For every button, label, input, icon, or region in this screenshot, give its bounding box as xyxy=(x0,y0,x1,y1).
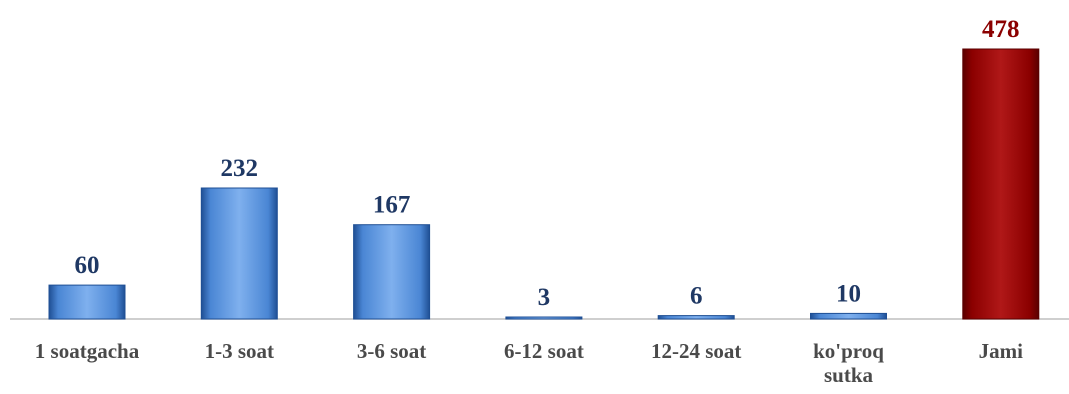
value-label-4: 6 xyxy=(690,283,703,310)
bar-2 xyxy=(353,224,431,320)
bars-group xyxy=(48,48,1040,320)
value-label-3: 3 xyxy=(538,284,551,311)
bar-0 xyxy=(48,284,126,320)
bar-3 xyxy=(505,316,583,320)
category-labels-group: 1 soatgacha 1-3 soat 3-6 soat 6-12 soat 12-2… xyxy=(35,339,1023,387)
value-labels-group: 60 232 167 3 6 10 478 xyxy=(75,16,1020,311)
category-label-6: Jami xyxy=(979,339,1023,363)
value-label-0: 60 xyxy=(75,252,100,279)
value-label-5: 10 xyxy=(836,280,861,307)
category-label-4: 12-24 soat xyxy=(651,339,741,363)
bar-6 xyxy=(962,48,1040,320)
value-label-2: 167 xyxy=(373,192,411,219)
category-label-5: ko'proq sutka xyxy=(813,339,884,387)
category-label-3: 6-12 soat xyxy=(504,339,584,363)
category-label-2: 3-6 soat xyxy=(357,339,426,363)
value-label-6: 478 xyxy=(982,16,1020,43)
category-label-0: 1 soatgacha xyxy=(35,339,140,363)
bar-5 xyxy=(810,312,887,320)
category-label-1: 1-3 soat xyxy=(205,339,274,363)
bar-4 xyxy=(657,315,735,320)
value-label-1: 232 xyxy=(221,155,259,182)
bar-1 xyxy=(200,187,278,320)
